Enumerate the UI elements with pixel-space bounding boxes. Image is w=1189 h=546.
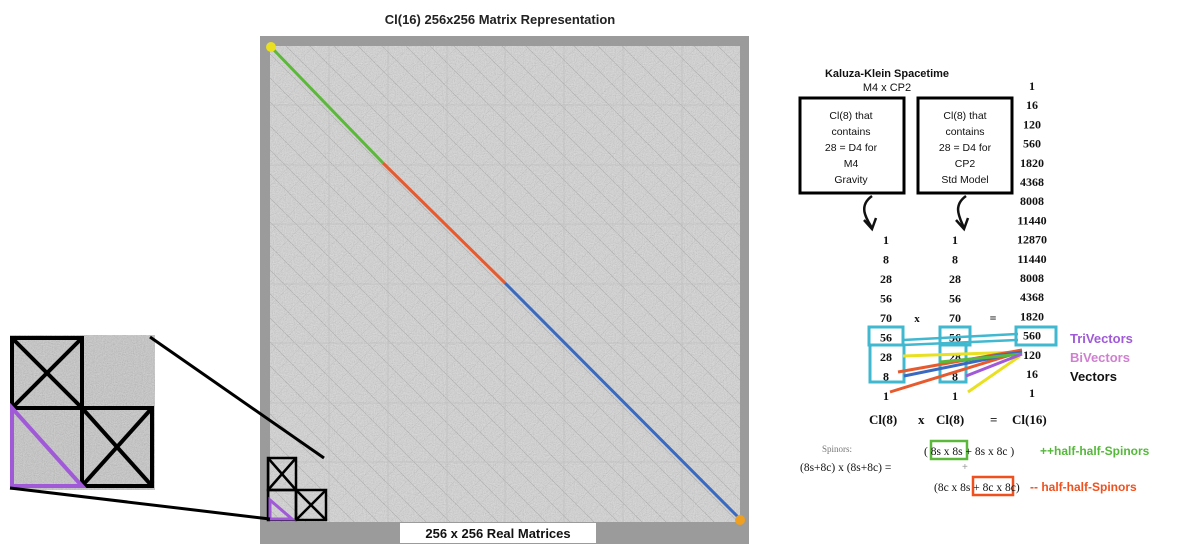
col3-value: 4368 <box>1020 290 1044 304</box>
col3-value: 1820 <box>1020 156 1044 170</box>
box-std-model-line: Cl(8) that <box>943 110 986 122</box>
spinors-label: Spinors: <box>822 444 852 454</box>
col3-value: 4368 <box>1020 175 1044 189</box>
col3-value: 11440 <box>1017 252 1046 266</box>
col2-value: 8 <box>952 253 958 267</box>
box-gravity-line: Cl(8) that <box>829 110 872 122</box>
col3-value: 16 <box>1026 367 1038 381</box>
times-sign: x <box>914 313 920 325</box>
spinors-lhs: (8s+8c) x (8s+8c) = <box>800 462 891 474</box>
box-std-model-line: Std Model <box>941 174 988 186</box>
connector-purple <box>965 352 1023 378</box>
spinors-plus-label: ++half-half-Spinors <box>1040 444 1150 458</box>
connector-trivector-2 <box>902 338 1019 347</box>
eq-cl16: Cl(16) <box>1012 412 1047 427</box>
col3-value: 1 <box>1029 79 1035 93</box>
diagonal-start-dot <box>266 42 276 52</box>
col2-value: 8 <box>952 370 958 384</box>
col2-value: 1 <box>952 233 958 247</box>
diagonal-blue <box>503 281 742 521</box>
col3-value: 16 <box>1026 98 1038 112</box>
diagonal-green <box>269 45 385 165</box>
diagonal-end-dot <box>735 515 745 525</box>
eq-equals: = <box>990 412 997 427</box>
box-gravity-line: contains <box>831 126 870 138</box>
col1-value: 56 <box>880 331 892 345</box>
spacetime-title: Kaluza-Klein Spacetime <box>825 68 949 80</box>
spacetime-subtitle: M4 x CP2 <box>863 82 911 94</box>
col3-value: 8008 <box>1020 194 1044 208</box>
box-std-model-line: CP2 <box>955 158 976 170</box>
box-std-model-line: contains <box>945 126 984 138</box>
spinors-top: ( 8s x 8s + 8s x 8c ) <box>924 446 1014 458</box>
zoom-line-bottom <box>9 486 271 521</box>
spinor-highlight-red <box>971 475 1015 497</box>
col3-value: 560 <box>1023 329 1041 343</box>
zoom-line-top <box>149 335 325 460</box>
col1-value: 56 <box>880 292 892 306</box>
box-gravity <box>798 96 906 195</box>
arrow-left-icon <box>863 194 878 232</box>
col3-value: 560 <box>1023 137 1041 151</box>
spinors-plus-sign: + <box>962 462 968 473</box>
col1-value: 1 <box>883 389 889 403</box>
box-gravity-line: 28 = D4 for <box>825 142 878 154</box>
arrow-right-icon <box>955 194 970 232</box>
col1-value: 28 <box>880 272 892 286</box>
col3-value: 120 <box>1023 117 1041 131</box>
col1-value: 8 <box>883 253 889 267</box>
box-gravity-line: Gravity <box>834 174 868 186</box>
highlight-28-8-left <box>868 343 906 384</box>
matrix-zoom-detail <box>266 456 328 522</box>
equals-sign: = <box>990 311 997 325</box>
col2-value: 56 <box>949 292 961 306</box>
box-std-model <box>916 96 1014 195</box>
box-gravity-line: M4 <box>844 158 859 170</box>
connector-red-2 <box>889 350 1021 394</box>
matrix-caption: 256 x 256 Real Matrices <box>425 526 570 541</box>
connector-trivector <box>902 332 1019 342</box>
eq-times: x <box>918 412 925 427</box>
col3-value: 1 <box>1029 386 1035 400</box>
eq-cl8-a: Cl(8) <box>869 412 897 427</box>
col3-value: 1820 <box>1020 309 1044 323</box>
zoom-inset <box>10 335 165 490</box>
spinor-highlight-green <box>929 439 969 461</box>
connector-yellow-2 <box>967 354 1021 394</box>
col1-value: 8 <box>883 370 889 384</box>
label-trivectors: TriVectors <box>1070 331 1133 346</box>
diagonal-red <box>381 161 507 285</box>
col1-value: 1 <box>883 233 889 247</box>
col3-value: 8008 <box>1020 271 1044 285</box>
box-std-model-line: 28 = D4 for <box>939 142 992 154</box>
connector-green <box>939 352 1023 364</box>
label-vectors: Vectors <box>1070 369 1117 384</box>
col1-value: 28 <box>880 350 892 364</box>
col3-value: 11440 <box>1017 213 1046 227</box>
col3-value: 120 <box>1023 348 1041 362</box>
col1-value: 70 <box>880 311 892 325</box>
col2-value: 1 <box>952 389 958 403</box>
matrix-title: Cl(16) 256x256 Matrix Representation <box>385 12 616 27</box>
col2-value: 28 <box>949 272 961 286</box>
spinors-minus-label: -- half-half-Spinors <box>1030 480 1137 494</box>
spinors-bottom: (8c x 8s + 8c x 8c) <box>934 482 1020 494</box>
label-bivectors: BiVectors <box>1070 350 1130 365</box>
col2-value: 70 <box>949 311 961 325</box>
eq-cl8-b: Cl(8) <box>936 412 964 427</box>
col3-value: 12870 <box>1017 233 1047 247</box>
highlight-560 <box>1014 325 1058 347</box>
